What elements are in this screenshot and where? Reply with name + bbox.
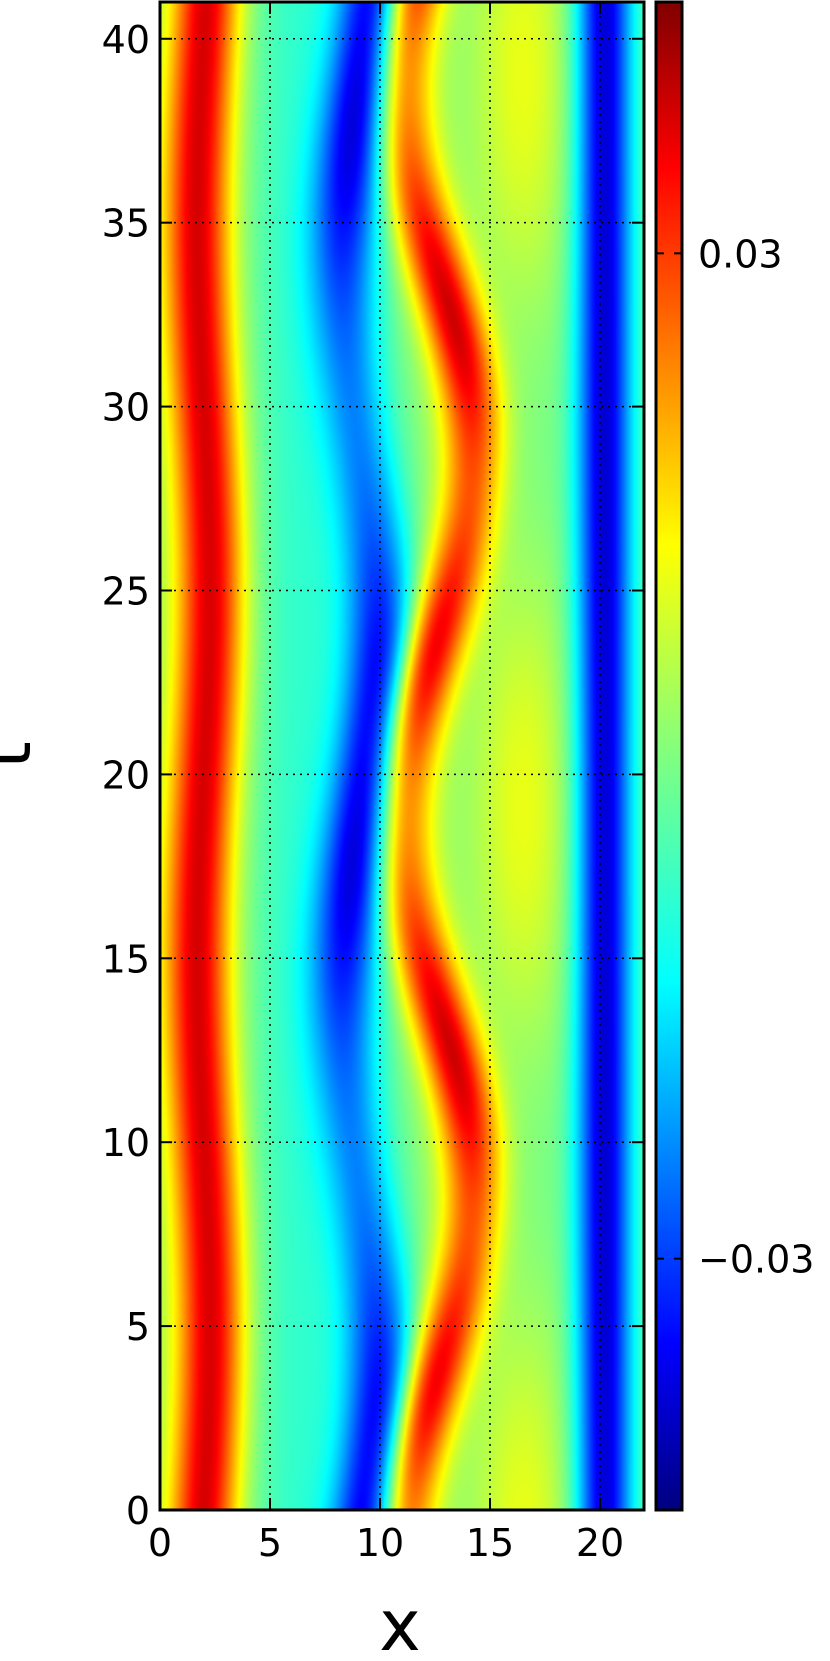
heatmap-canvas — [160, 2, 644, 1510]
y-tick-label: 35 — [102, 202, 150, 246]
x-tick-label: 5 — [258, 1521, 282, 1565]
colorbar — [656, 2, 682, 1510]
y-tick-label: 25 — [102, 569, 150, 613]
y-tick-label: 10 — [102, 1121, 150, 1165]
y-tick-label: 30 — [102, 386, 150, 430]
x-tick-label: 10 — [356, 1521, 404, 1565]
y-axis-ticks: 0 5 10 15 20 25 30 35 40 — [102, 18, 644, 1533]
x-tick-label: 0 — [148, 1521, 172, 1565]
colorbar-tick-label: 0.03 — [698, 232, 783, 276]
colorbar-ticks: 0.03 −0.03 — [656, 232, 814, 1282]
x-tick-label: 15 — [466, 1521, 514, 1565]
y-axis-label: t — [0, 741, 47, 768]
y-tick-label: 15 — [102, 937, 150, 981]
y-tick-label: 40 — [102, 18, 150, 62]
colorbar-frame — [654, 0, 684, 1512]
y-tick-label: 20 — [102, 753, 150, 797]
x-axis-ticks: 0 5 10 15 20 — [148, 2, 624, 1565]
y-tick-label: 0 — [126, 1489, 150, 1533]
x-tick-label: 20 — [576, 1521, 624, 1565]
y-tick-label: 5 — [126, 1305, 150, 1349]
heatmap-plot — [160, 2, 644, 1510]
colorbar-tick-label: −0.03 — [698, 1238, 814, 1282]
x-axis-label: x — [379, 1585, 420, 1661]
axes-frame — [158, 0, 646, 1512]
